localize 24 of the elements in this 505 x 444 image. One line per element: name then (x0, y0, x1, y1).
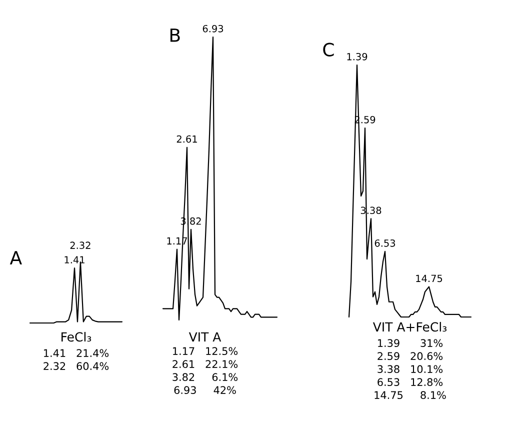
chart-title: A (10, 251, 22, 264)
text: 2.59 20.6% (378, 352, 443, 360)
text: 6.53 12.8% (378, 378, 443, 386)
text: 3.82 6.1% (172, 373, 238, 382)
chart-title: C (323, 42, 334, 56)
annotation: 14.75 (416, 274, 442, 282)
annotation: 1.39 (347, 52, 368, 60)
annotation: 2.32 (70, 242, 90, 250)
text: 1.39 31% (378, 339, 443, 348)
text: 3.38 10.1% (378, 365, 443, 374)
text: 2.32 60.4% (44, 362, 109, 370)
text: FeCl₃ (62, 332, 92, 342)
annotation: 1.41 (64, 256, 84, 264)
text: 1.17 12.5% (173, 347, 238, 356)
text: 6.93 42% (174, 386, 236, 394)
text: 2.61 22.1% (172, 360, 238, 368)
chart-title: B (170, 28, 180, 42)
text: 14.75 8.1% (374, 391, 446, 400)
text: VIT A (188, 332, 222, 342)
annotation: 6.53 (374, 239, 396, 247)
text: 1.41 21.4% (44, 349, 109, 358)
annotation: 6.93 (202, 24, 224, 32)
annotation: 2.61 (176, 135, 197, 143)
text: VIT A+FeCl₃ (372, 322, 447, 332)
